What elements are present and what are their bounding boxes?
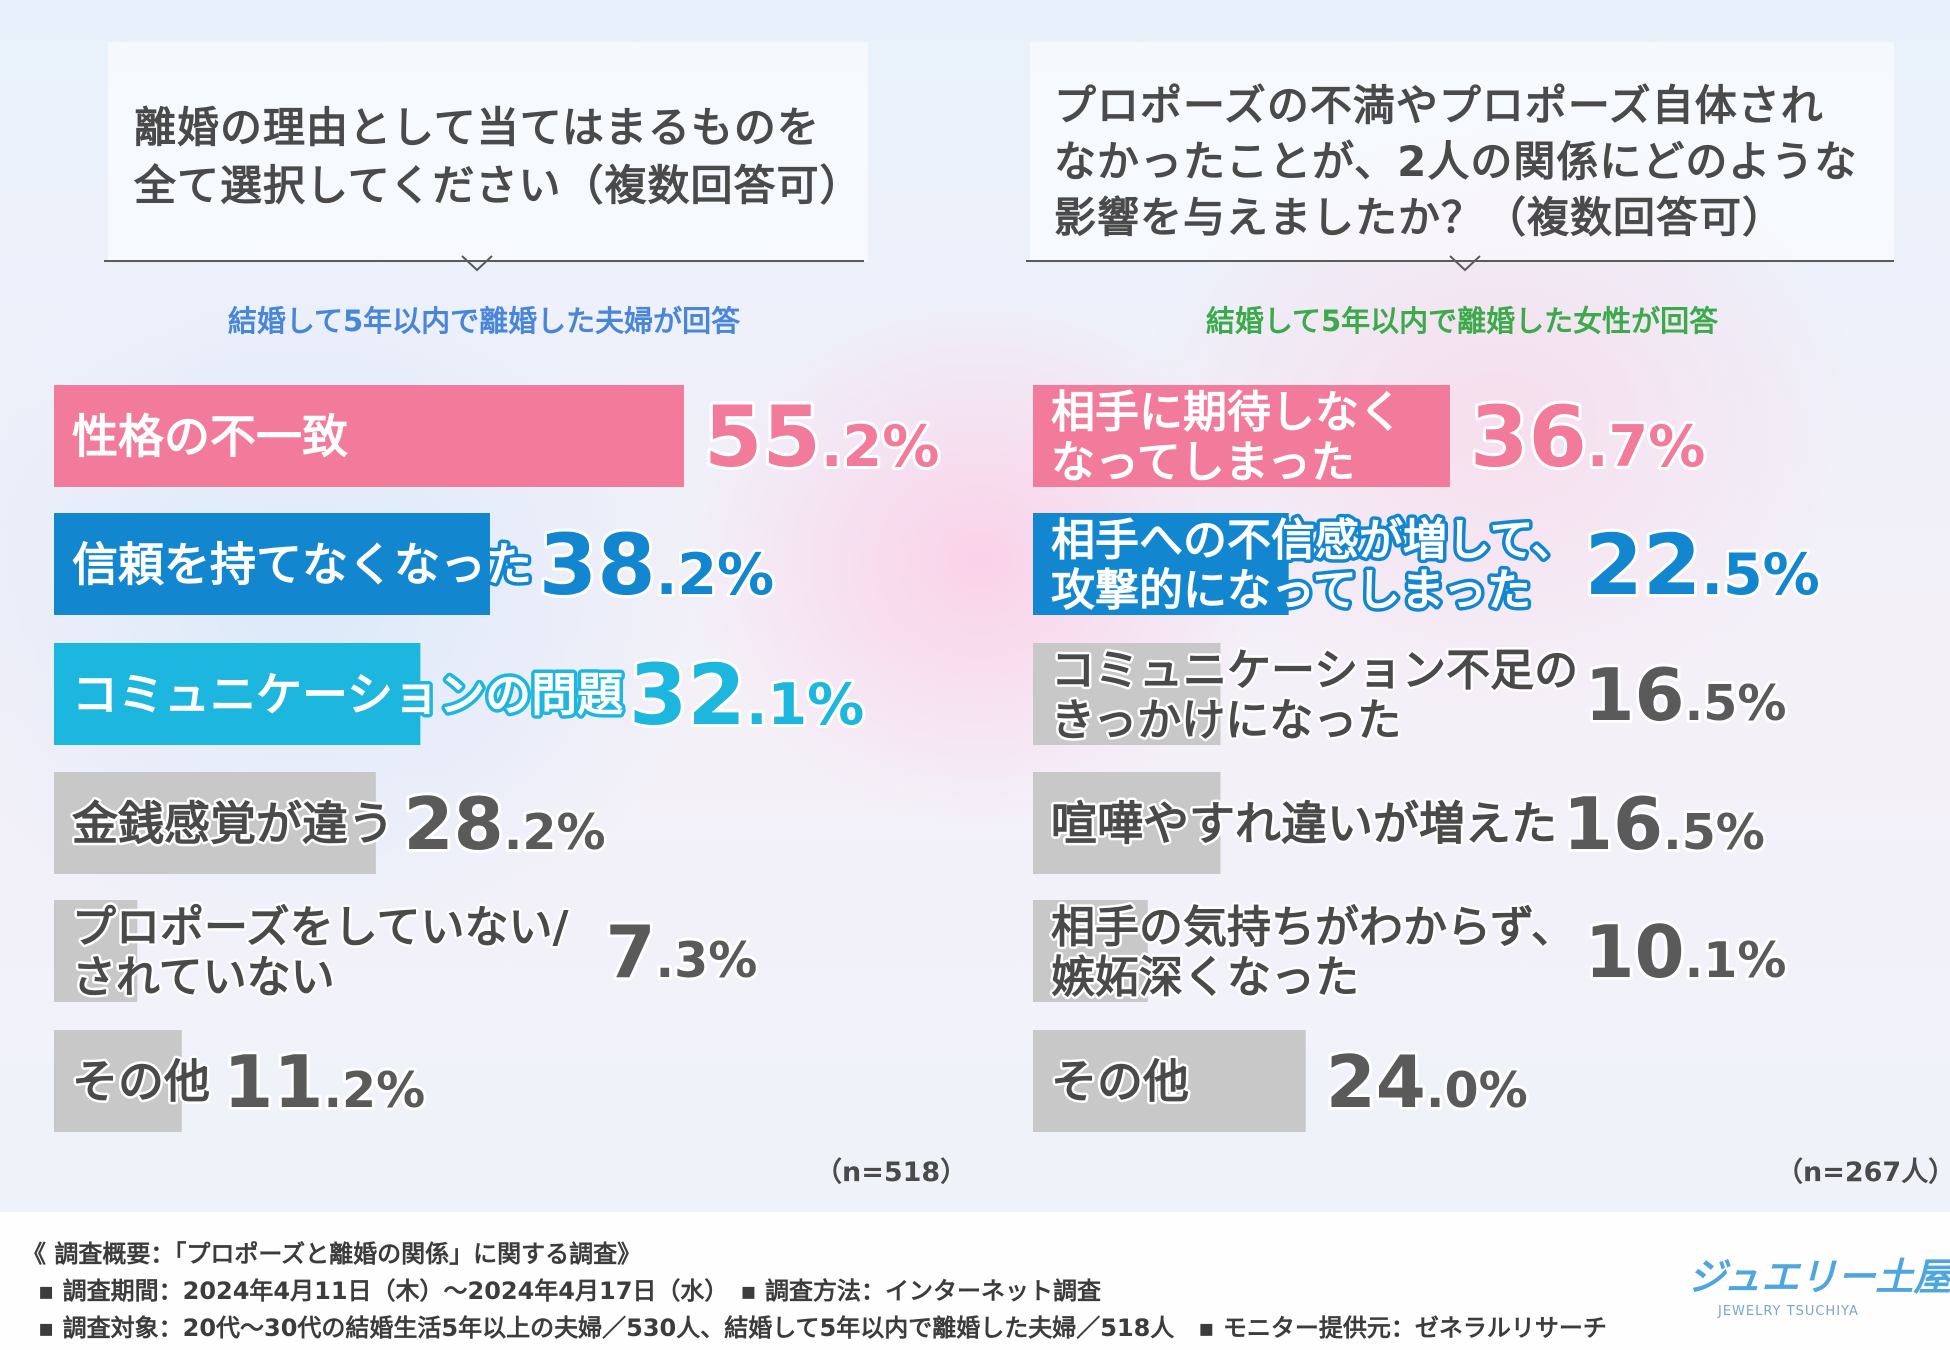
right-bar-5 [1033,900,1148,1002]
left-bar-4 [54,772,376,874]
left-category-label-5-line-2: されていない [72,952,335,1003]
left-value-label-1: 55.2% [704,388,939,486]
right-category-label-5-line-2: 嫉妬深くなった [1051,952,1359,1003]
left-category-label-6: その他 [72,1055,210,1109]
left-sample-size: （n=518） [815,1157,968,1188]
right-category-label-3-line-1: コミュニケーション不足の [1051,645,1578,696]
left-bar-5 [54,900,138,1002]
right-bar-6 [1033,1030,1306,1132]
left-bar-3 [54,643,421,745]
logo-subtitle: JEWELRY TSUCHIYA [1718,1304,1859,1319]
right-bar-4 [1033,772,1221,874]
left-question-box [108,42,868,262]
survey-footer: 《 調査概要：「プロポーズと離婚の関係」に関する調査》 ▪ 調査期間：2024年… [0,1212,1950,1350]
survey-target-provider: ▪ 調査対象：20代～30代の結婚生活5年以上の夫婦／530人、結婚して5年以内… [38,1314,1607,1342]
right-bar-1 [1033,385,1450,487]
logo-wordmark: ジュエリー土屋 [1688,1255,1950,1299]
right-question-notch [1449,255,1481,272]
left-bar-6 [54,1030,182,1132]
right-value-label-1: 36.7% [1470,388,1705,486]
survey-period-method: ▪ 調査期間：2024年4月11日（木）～2024年4月17日（水） ▪ 調査方… [38,1277,1102,1305]
left-category-label-3: コミュニケーションの問題 [72,668,623,722]
left-question-notch [461,255,493,272]
right-category-label-2-line-2: 攻撃的になってしまった [1051,565,1531,616]
left-value-label-2: 38.2% [539,516,774,614]
right-value-label-3: 16.5% [1584,653,1786,737]
right-category-label-5-line-1: 相手の気持ちがわからず、 [1051,902,1575,953]
left-bar-1 [54,385,684,487]
right-bar-3 [1033,643,1221,745]
right-question-rule [1026,260,1894,262]
right-category-label-1-line-1: 相手に期待しなく [1051,387,1403,438]
right-bar-2 [1033,513,1289,615]
right-sample-size: （n=267人） [1776,1157,1950,1188]
bar-charts: 性格の不一致 55.2% 信頼を持てなくなった 38.2% コミュニケーションの問題 32… [54,255,1823,1132]
right-category-label-2-line-1: 相手への不信感が増して、 [1051,515,1575,566]
right-category-label-4: 喧嘩やすれ違いが増えた [1051,797,1557,851]
right-question-line-3: 影響を与えましたか？（複数回答可） [1054,193,1786,242]
right-category-label-3-line-2: きっかけになった [1051,695,1401,746]
right-value-label-4: 16.5% [1563,782,1765,866]
right-value-label-6: 24.0% [1326,1040,1528,1124]
brand-logo: ジュエリー土屋 JEWELRY TSUCHIYA [1688,1246,1950,1326]
left-question-line-2: 全て選択してください（複数回答可） [134,161,863,210]
left-question-rule [104,260,864,262]
left-category-label-1: 性格の不一致 [72,410,348,464]
right-question-box [1030,42,1894,262]
left-category-label-4: 金銭感覚が違う [71,797,394,851]
left-respondent: 結婚して5年以内で離婚した夫婦が回答 [227,304,741,338]
left-value-label-3: 32.1% [629,646,864,744]
right-category-label-6: その他 [1051,1055,1189,1109]
left-category-label-2: 信頼を持てなくなった [72,538,532,592]
right-respondent: 結婚して5年以内で離婚した女性が回答 [1205,304,1719,338]
left-value-label-4: 28.2% [404,782,606,866]
right-value-label-2: 22.5% [1584,516,1819,614]
right-question-line-2: なかったことが、2人の関係にどのような [1054,137,1858,186]
left-value-label-6: 11.2% [223,1040,425,1124]
left-bar-2 [54,513,490,615]
right-category-label-1-line-2: なってしまった [1051,437,1355,488]
left-question-line-1: 離婚の理由として当てはまるものを [134,103,820,152]
left-category-label-5-line-1: プロポーズをしていない/ [72,902,569,953]
right-value-label-5: 10.1% [1584,910,1786,994]
right-question-line-1: プロポーズの不満やプロポーズ自体され [1054,81,1824,130]
survey-title: 《 調査概要：「プロポーズと離婚の関係」に関する調査》 [22,1240,642,1268]
left-value-label-5: 7.3% [605,910,757,994]
